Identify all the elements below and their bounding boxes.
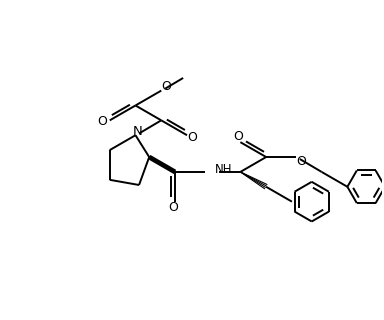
Text: O: O — [168, 201, 178, 214]
Text: O: O — [233, 130, 243, 143]
Text: O: O — [296, 155, 306, 167]
Text: O: O — [97, 115, 107, 128]
Text: N: N — [132, 125, 142, 138]
Text: O: O — [187, 131, 197, 144]
Text: O: O — [161, 80, 171, 93]
Text: NH: NH — [215, 164, 232, 176]
